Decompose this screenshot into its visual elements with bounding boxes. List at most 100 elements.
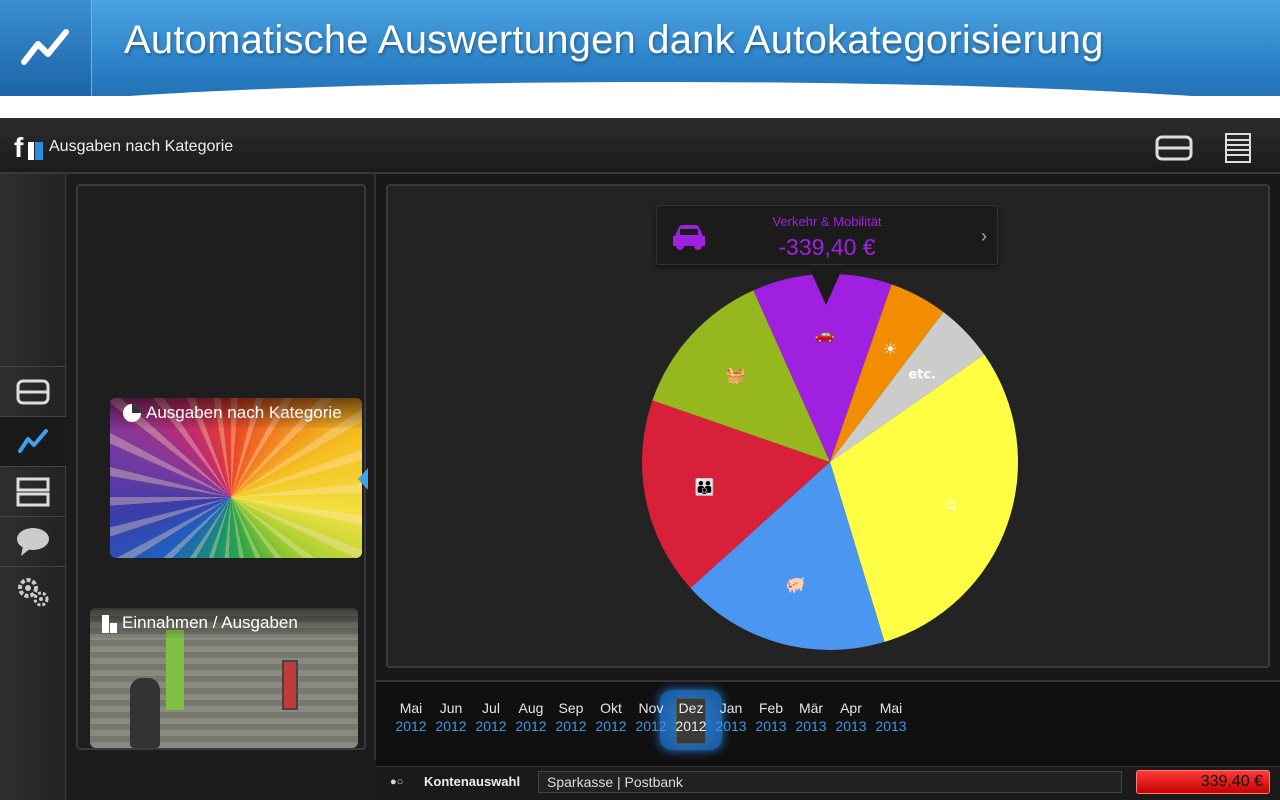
sidebar — [0, 174, 66, 800]
card-label: Ausgaben nach Kategorie — [146, 403, 342, 422]
month-item[interactable]: Mai 2012 — [391, 700, 431, 734]
balance-badge: 339,40 € — [1136, 770, 1270, 794]
month-item[interactable]: Jul 2012 — [471, 700, 511, 734]
report-card-income-expenses[interactable]: Einnahmen / Ausgaben — [90, 608, 358, 748]
year-label: 2012 — [635, 718, 667, 734]
car-icon: 🚗 — [815, 324, 835, 343]
month-label: Mai — [879, 700, 903, 716]
year-label: 2012 — [675, 718, 707, 734]
month-item[interactable]: Nov 2012 — [631, 700, 671, 734]
app-topbar: f Ausgaben nach Kategorie — [0, 118, 1280, 174]
month-item[interactable]: Apr 2013 — [831, 700, 871, 734]
promo-banner: Automatische Auswertungen dank Autokateg… — [0, 0, 1280, 118]
fi-logo-icon: f — [14, 132, 46, 163]
speech-bubble-icon — [17, 527, 49, 556]
slice-label: etc. — [908, 367, 936, 382]
app-window: f Ausgaben nach Kategorie — [0, 118, 1280, 800]
banner-title: Automatische Auswertungen dank Autokateg… — [124, 18, 1104, 62]
sidebar-item-charts[interactable] — [0, 416, 66, 466]
family-icon: 👪 — [695, 477, 715, 496]
year-label: 2012 — [475, 718, 507, 734]
month-item[interactable]: Mär 2013 — [791, 700, 831, 734]
pie-slice[interactable] — [642, 400, 830, 588]
pie-chart[interactable]: 🚗 ☀ etc. ⌂ 🐖 👪 🧺 — [388, 186, 1272, 670]
month-label: Apr — [840, 700, 862, 716]
list-view-button[interactable] — [1218, 130, 1258, 166]
single-view-icon — [1155, 135, 1193, 161]
month-item[interactable]: Okt 2012 — [591, 700, 631, 734]
month-item[interactable]: Dez 2012 — [671, 700, 711, 734]
single-view-button[interactable] — [1154, 130, 1194, 166]
year-label: 2012 — [515, 718, 547, 734]
pie-slice[interactable] — [830, 354, 1018, 642]
month-timeline[interactable]: Mai 2012 Jun 2012 Jul 2012 Aug 2012 Sep 2012 Okt 20… — [376, 680, 1280, 766]
month-item[interactable]: Aug 2012 — [511, 700, 551, 734]
chevron-right-icon: › — [981, 226, 987, 246]
month-item[interactable]: Sep 2012 — [551, 700, 591, 734]
year-label: 2013 — [875, 718, 907, 734]
house-icon: ⌂ — [946, 494, 956, 513]
basket-icon: 🧺 — [726, 366, 746, 385]
report-card-expenses-by-category[interactable]: Ausgaben nach Kategorie — [110, 398, 362, 558]
year-label: 2012 — [395, 718, 427, 734]
month-label: Aug — [518, 700, 544, 716]
month-label: Jul — [482, 700, 500, 716]
accounts-icon — [16, 379, 50, 404]
sidebar-item-settings[interactable] — [0, 566, 66, 616]
piggy-bank-icon: 🐖 — [786, 575, 806, 594]
month-label: Mär — [798, 700, 824, 716]
month-label: Feb — [758, 700, 784, 716]
pie-icon — [123, 404, 141, 422]
month-label: Sep — [558, 700, 584, 716]
sidebar-item-split-view[interactable] — [0, 466, 66, 516]
split-view-icon — [16, 477, 50, 506]
year-label: 2013 — [715, 718, 747, 734]
month-label: Nov — [638, 700, 664, 716]
year-label: 2012 — [595, 718, 627, 734]
tooltip-pointer — [808, 265, 844, 305]
statusbar-left — [66, 760, 376, 800]
month-label: Jan — [719, 700, 743, 716]
sidebar-item-messages[interactable] — [0, 516, 66, 566]
gears-icon — [18, 577, 49, 606]
year-label: 2013 — [835, 718, 867, 734]
month-item[interactable]: Mai 2013 — [871, 700, 911, 734]
month-label: Jun — [439, 700, 463, 716]
year-label: 2013 — [795, 718, 827, 734]
svg-text:f: f — [14, 132, 24, 162]
page-indicator: ●○ — [390, 776, 404, 788]
pie-slice[interactable] — [690, 462, 885, 650]
pie-slice[interactable] — [830, 312, 985, 462]
month-label: Okt — [600, 700, 622, 716]
sun-icon: ☀ — [883, 339, 897, 358]
tooltip-category: Verkehr & Mobilität — [772, 214, 882, 229]
year-label: 2012 — [555, 718, 587, 734]
year-label: 2013 — [755, 718, 787, 734]
category-tooltip[interactable]: Verkehr & Mobilität -339,40 € › — [656, 205, 998, 265]
account-selection-field[interactable]: Sparkasse | Postbank — [538, 771, 1122, 793]
chart-line-icon — [0, 0, 92, 96]
month-item[interactable]: Feb 2013 — [751, 700, 791, 734]
card-label: Einnahmen / Ausgaben — [122, 613, 298, 632]
banner-background — [0, 0, 1280, 96]
selected-card-indicator-icon — [358, 468, 368, 490]
sidebar-item-accounts[interactable] — [0, 366, 66, 416]
month-label: Mai — [399, 700, 423, 716]
month-label: Dez — [678, 700, 704, 716]
statusbar: ●○ Kontenauswahl Sparkasse | Postbank 33… — [376, 766, 1280, 800]
page-title: Ausgaben nach Kategorie — [49, 138, 234, 155]
month-item[interactable]: Jan 2013 — [711, 700, 751, 734]
chart-line-icon — [18, 428, 48, 453]
month-item[interactable]: Jun 2012 — [431, 700, 471, 734]
pie-slice[interactable] — [830, 284, 944, 462]
account-selection-label: Kontenauswahl — [424, 774, 521, 789]
pie-slice[interactable] — [753, 274, 892, 462]
list-view-icon — [1225, 133, 1251, 163]
car-icon — [673, 225, 705, 250]
selected-month-highlight — [660, 690, 722, 750]
chart-area: 🚗 ☀ etc. ⌂ 🐖 👪 🧺 — [376, 174, 1280, 680]
pie-slice[interactable] — [652, 290, 830, 462]
year-label: 2012 — [435, 718, 467, 734]
bar-icon — [102, 615, 117, 633]
tooltip-value: -339,40 € — [778, 234, 876, 260]
